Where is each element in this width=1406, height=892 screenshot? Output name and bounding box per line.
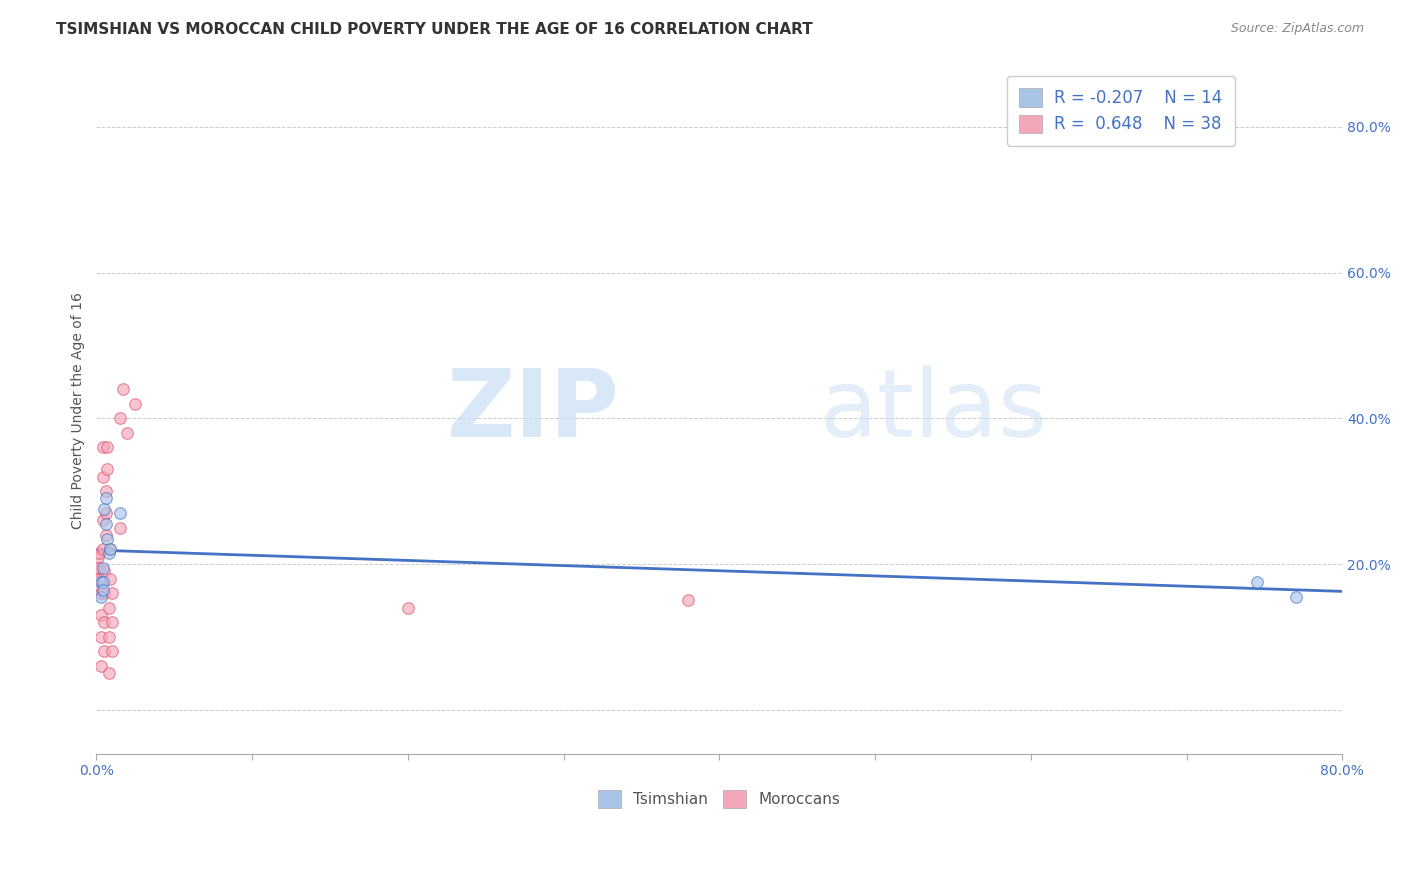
- Text: TSIMSHIAN VS MOROCCAN CHILD POVERTY UNDER THE AGE OF 16 CORRELATION CHART: TSIMSHIAN VS MOROCCAN CHILD POVERTY UNDE…: [56, 22, 813, 37]
- Text: Source: ZipAtlas.com: Source: ZipAtlas.com: [1230, 22, 1364, 36]
- Point: [91, 582, 114, 597]
- Point: [93, 586, 115, 600]
- Point: [91, 441, 114, 455]
- Point: [396, 600, 419, 615]
- Point: [93, 615, 115, 630]
- Point: [108, 411, 131, 425]
- Legend: Tsimshian, Moroccans: Tsimshian, Moroccans: [592, 783, 846, 814]
- Point: [96, 532, 118, 546]
- Point: [90, 586, 112, 600]
- Point: [87, 549, 110, 564]
- Point: [91, 560, 114, 574]
- Point: [90, 575, 112, 590]
- Point: [94, 491, 117, 506]
- Point: [1246, 575, 1268, 590]
- Point: [89, 572, 111, 586]
- Point: [108, 506, 131, 520]
- Point: [90, 659, 112, 673]
- Point: [111, 382, 134, 396]
- Point: [94, 516, 117, 531]
- Point: [93, 565, 115, 579]
- Point: [94, 484, 117, 499]
- Point: [91, 469, 114, 483]
- Point: [93, 502, 115, 516]
- Point: [101, 615, 124, 630]
- Point: [94, 528, 117, 542]
- Point: [98, 542, 121, 557]
- Point: [89, 546, 111, 560]
- Point: [1284, 590, 1306, 604]
- Point: [98, 572, 121, 586]
- Point: [93, 644, 115, 658]
- Y-axis label: Child Poverty Under the Age of 16: Child Poverty Under the Age of 16: [72, 293, 86, 530]
- Point: [90, 608, 112, 623]
- Point: [91, 513, 114, 527]
- Point: [89, 560, 111, 574]
- Point: [90, 590, 112, 604]
- Point: [101, 586, 124, 600]
- Point: [101, 644, 124, 658]
- Point: [97, 666, 120, 681]
- Point: [87, 579, 110, 593]
- Point: [91, 542, 114, 557]
- Point: [97, 600, 120, 615]
- Point: [108, 520, 131, 534]
- Point: [94, 506, 117, 520]
- Point: [124, 397, 146, 411]
- Point: [87, 565, 110, 579]
- Point: [676, 593, 699, 607]
- Text: ZIP: ZIP: [447, 365, 620, 457]
- Point: [97, 630, 120, 644]
- Point: [98, 542, 121, 557]
- Point: [96, 462, 118, 476]
- Point: [97, 546, 120, 560]
- Point: [91, 575, 114, 590]
- Point: [96, 441, 118, 455]
- Point: [90, 630, 112, 644]
- Point: [117, 425, 139, 440]
- Text: atlas: atlas: [818, 365, 1047, 457]
